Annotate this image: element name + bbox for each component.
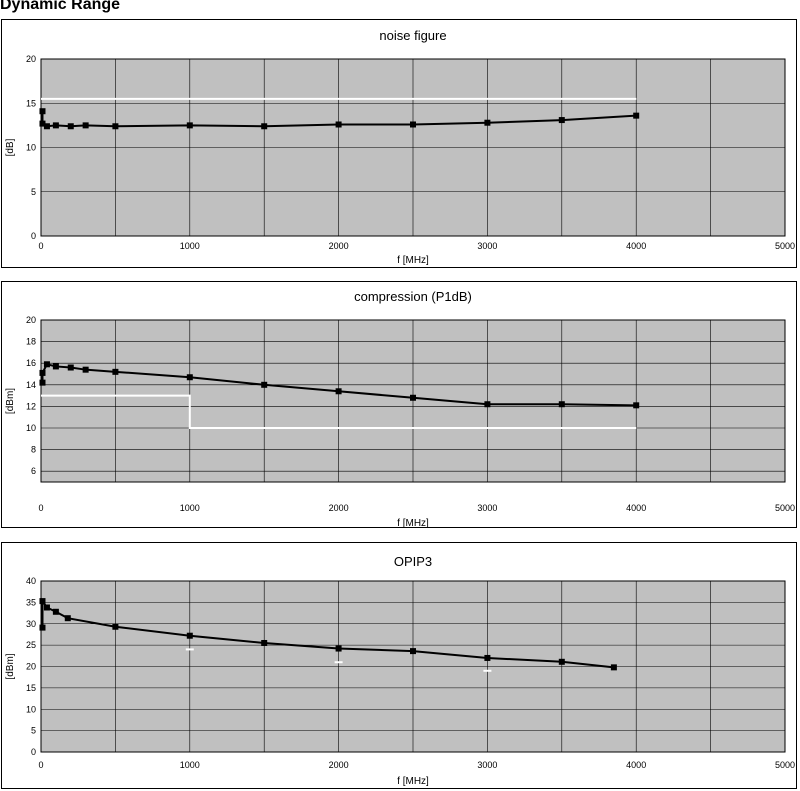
data-point-marker	[82, 366, 89, 373]
data-point-marker	[39, 369, 46, 376]
y-tick-label: 25	[26, 640, 36, 650]
chart-panel-noise-figure: noise figure 0 1000 2000 3000 4000 5000 0 5 10 15 2…	[1, 19, 797, 268]
y-tick-label: 15	[26, 98, 36, 108]
chart-panel-compression: compression (P1dB) 0 1000 2000 3000 4000 5000 6…	[1, 281, 797, 529]
data-point-marker	[43, 361, 50, 368]
y-tick-label: 10	[26, 143, 36, 153]
y-tick-label: 14	[26, 380, 36, 390]
y-tick-label: 5	[31, 187, 36, 197]
y-tick-label: 6	[31, 466, 36, 476]
data-point-marker	[410, 394, 416, 401]
x-tick-label: 0	[38, 503, 43, 513]
data-point-marker	[335, 388, 342, 395]
data-point-marker	[112, 623, 119, 630]
chart-svg: OPIP3 0 1000 2000 3000 4000 5000 0 5 10 15 20 25 30 35…	[5, 554, 795, 787]
x-tick-label: 3000	[477, 503, 497, 513]
y-tick-label: 15	[26, 683, 36, 693]
data-point-marker	[39, 598, 46, 605]
y-axis-label: [dB]	[5, 138, 16, 156]
y-tick-label: 8	[31, 445, 36, 455]
x-tick-label: 2000	[329, 241, 349, 251]
data-point-marker	[558, 658, 565, 665]
data-point-marker	[335, 645, 342, 652]
x-tick-label: 4000	[626, 760, 646, 770]
data-point-marker	[335, 121, 342, 128]
data-point-marker	[186, 632, 193, 639]
chart-title: compression (P1dB)	[354, 289, 472, 304]
data-point-marker	[261, 639, 268, 646]
data-point-marker	[410, 648, 416, 655]
data-point-marker	[52, 363, 59, 370]
chart-svg: noise figure 0 1000 2000 3000 4000 5000 0 5 10 15 2…	[5, 28, 795, 266]
y-tick-label: 0	[31, 747, 36, 757]
data-point-marker	[484, 654, 491, 661]
data-point-marker	[67, 123, 74, 130]
y-tick-label: 20	[26, 315, 36, 325]
chart-panel-opip3: OPIP3 0 1000 2000 3000 4000 5000 0 5 10 15 20 25 30 35…	[1, 542, 797, 789]
x-tick-label: 4000	[626, 241, 646, 251]
x-tick-label: 2000	[329, 760, 349, 770]
x-tick-label: 3000	[477, 760, 497, 770]
data-point-marker	[558, 401, 565, 408]
data-point-marker	[112, 368, 119, 375]
x-tick-label: 1000	[180, 503, 200, 513]
y-tick-label: 40	[26, 576, 36, 586]
y-tick-label: 20	[26, 662, 36, 672]
x-tick-label: 3000	[477, 241, 497, 251]
data-point-marker	[186, 122, 193, 129]
data-point-marker	[39, 120, 46, 127]
data-point-marker	[39, 108, 46, 115]
x-tick-label: 0	[38, 241, 43, 251]
data-point-marker	[39, 624, 46, 631]
x-tick-label: 1000	[180, 760, 200, 770]
y-tick-label: 12	[26, 401, 36, 411]
data-point-marker	[633, 112, 640, 119]
x-tick-label: 2000	[329, 503, 349, 513]
data-point-marker	[112, 123, 119, 130]
data-point-marker	[186, 374, 193, 381]
data-point-marker	[67, 364, 74, 371]
y-tick-label: 35	[26, 597, 36, 607]
y-tick-label: 5	[31, 726, 36, 736]
x-axis-label: f [MHz]	[397, 255, 429, 266]
page-title: Dynamic Range	[0, 0, 121, 13]
x-tick-label: 0	[38, 760, 43, 770]
data-point-marker	[52, 122, 59, 129]
data-point-marker	[610, 664, 617, 671]
data-point-marker	[43, 604, 50, 611]
data-point-marker	[484, 401, 491, 408]
y-axis-label: [dBm]	[5, 388, 16, 414]
data-point-marker	[82, 122, 89, 129]
y-tick-label: 20	[26, 54, 36, 64]
data-point-marker	[43, 123, 50, 130]
x-tick-label: 5000	[775, 503, 795, 513]
data-point-marker	[52, 608, 59, 615]
y-tick-label: 10	[26, 423, 36, 433]
y-tick-label: 0	[31, 231, 36, 241]
x-tick-label: 1000	[180, 241, 200, 251]
data-point-marker	[558, 117, 565, 124]
data-point-marker	[261, 381, 268, 388]
y-axis-label: [dBm]	[5, 653, 16, 679]
spec-limit-line	[41, 394, 637, 429]
data-point-marker	[484, 119, 491, 126]
y-tick-label: 30	[26, 619, 36, 629]
data-point-marker	[261, 123, 268, 130]
data-point-marker	[39, 379, 46, 386]
data-point-marker	[410, 121, 416, 128]
x-tick-label: 4000	[626, 503, 646, 513]
x-axis-label: f [MHz]	[397, 518, 429, 529]
x-axis-label: f [MHz]	[397, 776, 429, 787]
chart-title: noise figure	[379, 28, 446, 43]
chart-title: OPIP3	[394, 554, 432, 569]
y-tick-label: 10	[26, 704, 36, 714]
chart-svg: compression (P1dB) 0 1000 2000 3000 4000 5000 6…	[5, 289, 795, 529]
y-tick-label: 18	[26, 337, 36, 347]
x-tick-label: 5000	[775, 241, 795, 251]
y-tick-label: 16	[26, 358, 36, 368]
x-tick-label: 5000	[775, 760, 795, 770]
data-point-marker	[633, 402, 640, 409]
data-point-marker	[64, 615, 71, 622]
